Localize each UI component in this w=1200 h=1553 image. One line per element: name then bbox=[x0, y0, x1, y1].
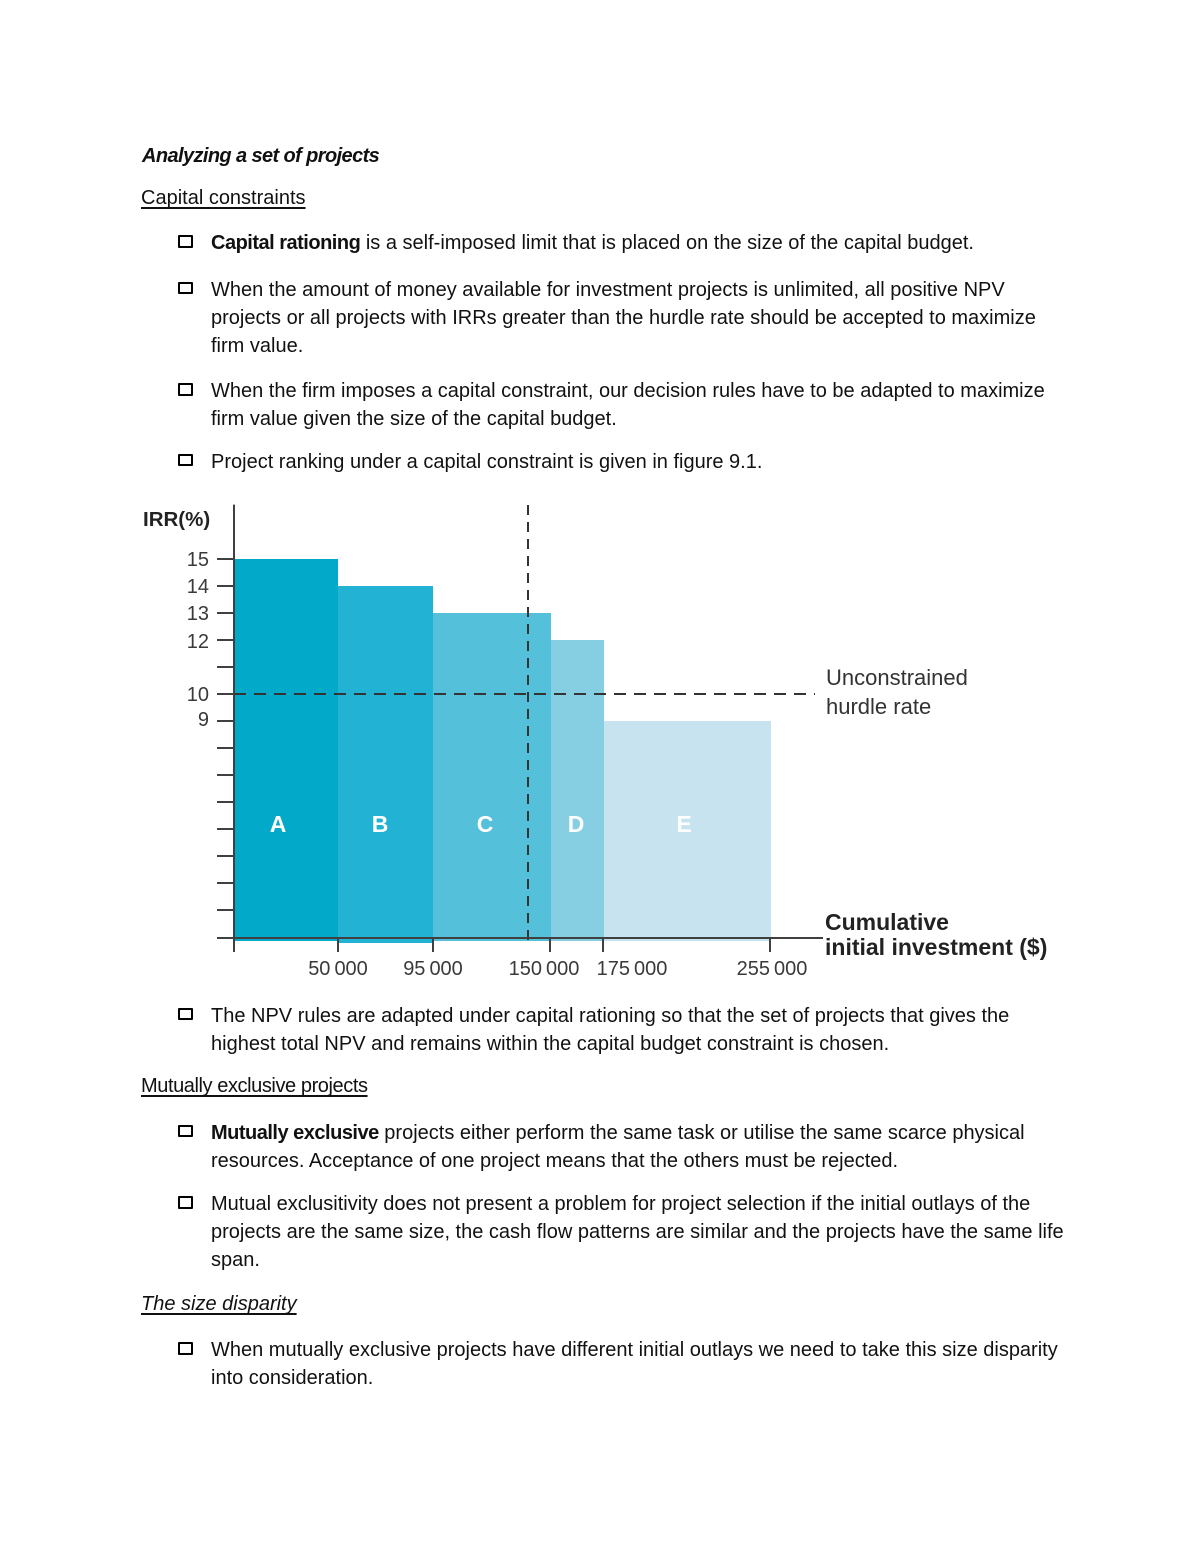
svg-text:B: B bbox=[372, 811, 389, 837]
svg-text:14: 14 bbox=[187, 576, 209, 598]
svg-text:10: 10 bbox=[187, 684, 209, 706]
svg-text:IRR(%): IRR(%) bbox=[143, 508, 210, 531]
svg-text:50 000: 50 000 bbox=[308, 958, 368, 980]
svg-text:D: D bbox=[568, 811, 585, 837]
svg-text:255 000: 255 000 bbox=[737, 958, 808, 980]
svg-text:12: 12 bbox=[187, 631, 209, 653]
svg-text:150 000: 150 000 bbox=[509, 958, 580, 980]
svg-text:Unconstrained: Unconstrained bbox=[826, 665, 968, 690]
svg-text:A: A bbox=[270, 811, 287, 837]
svg-text:175 000: 175 000 bbox=[597, 958, 668, 980]
svg-text:hurdle rate: hurdle rate bbox=[826, 694, 931, 719]
svg-text:Cumulative: Cumulative bbox=[825, 909, 949, 935]
svg-text:E: E bbox=[676, 811, 691, 837]
svg-text:C: C bbox=[477, 811, 494, 837]
svg-text:13: 13 bbox=[187, 603, 209, 625]
svg-text:95 000: 95 000 bbox=[403, 958, 463, 980]
svg-text:9: 9 bbox=[198, 709, 209, 731]
svg-text:initial investment ($): initial investment ($) bbox=[825, 934, 1047, 960]
svg-text:15: 15 bbox=[187, 549, 209, 571]
